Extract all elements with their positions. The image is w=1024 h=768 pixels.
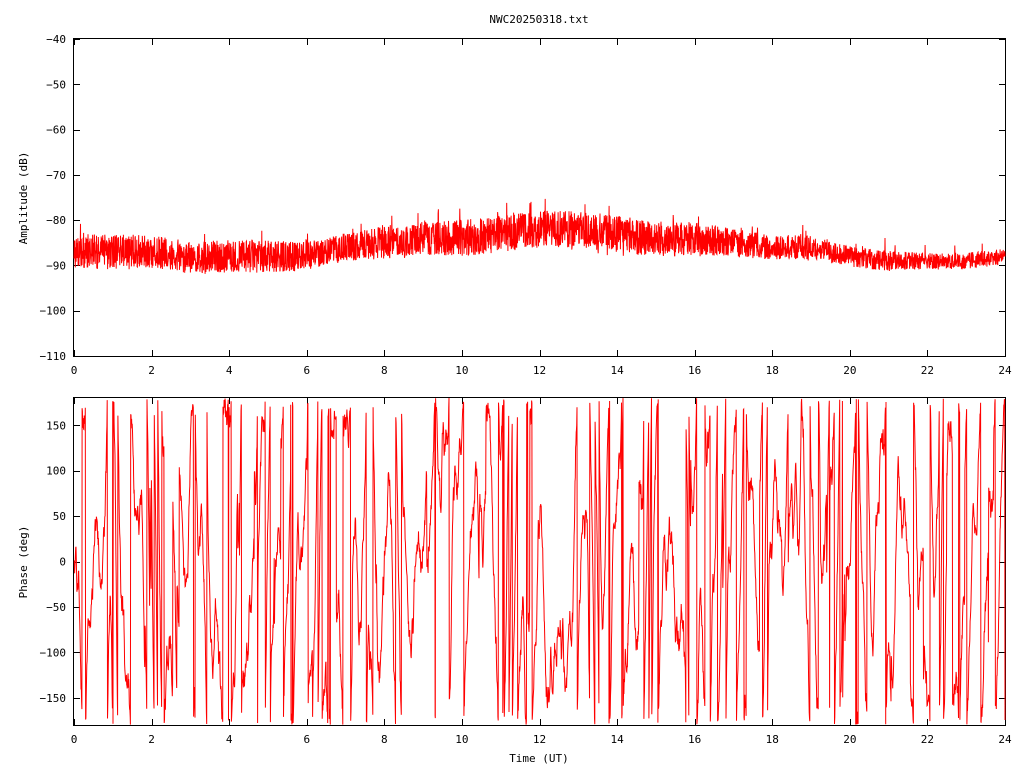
amplitude-y-tick-label: −40	[46, 33, 66, 46]
phase-x-tick-label: 10	[455, 733, 468, 746]
phase-x-tick-label: 4	[226, 733, 233, 746]
phase-y-tick-label: 100	[46, 465, 66, 478]
amplitude-y-tick-label: −80	[46, 214, 66, 227]
phase-y-tick-label: 0	[59, 556, 66, 569]
phase-x-tick-label: 2	[148, 733, 155, 746]
phase-x-axis-label: Time (UT)	[509, 752, 569, 765]
phase-x-tick-label: 6	[303, 733, 310, 746]
amplitude-x-tick-label: 24	[998, 364, 1012, 377]
amplitude-x-tick-label: 10	[455, 364, 468, 377]
phase-series-line	[73, 397, 1006, 725]
amplitude-x-tick-label: 16	[688, 364, 701, 377]
phase-trace	[73, 397, 1006, 725]
phase-y-axis-label: Phase (deg)	[17, 526, 30, 599]
amplitude-x-tick-label: 18	[766, 364, 779, 377]
amplitude-y-axis-label: Amplitude (dB)	[17, 152, 30, 245]
amplitude-x-tick-label: 0	[71, 364, 78, 377]
amplitude-x-tick-label: 12	[533, 364, 546, 377]
phase-axis-ticks: 0 2 4 6 8 10 12 14 16 18 20 22 24150100500−50−100−15…	[40, 398, 1012, 746]
amplitude-series-line	[73, 198, 1006, 274]
phase-y-tick-label: 150	[46, 419, 66, 432]
phase-y-tick-label: 50	[53, 510, 66, 523]
phase-x-tick-label: 16	[688, 733, 701, 746]
amplitude-plot-frame	[73, 38, 1006, 357]
phase-x-tick-label: 18	[766, 733, 779, 746]
amplitude-y-tick-label: −70	[46, 169, 66, 182]
amplitude-y-tick-label: −90	[46, 259, 66, 272]
phase-x-tick-label: 24	[998, 733, 1012, 746]
phase-x-tick-label: 14	[610, 733, 624, 746]
amplitude-x-tick-label: 14	[610, 364, 624, 377]
amplitude-x-tick-label: 22	[921, 364, 934, 377]
phase-panel: Phase (deg) Time (UT) 0 2 4 6 8 10 12 14 16 18 20 2…	[17, 397, 1012, 765]
phase-x-tick-label: 22	[921, 733, 934, 746]
phase-y-tick-label: −150	[40, 692, 67, 705]
phase-x-tick-label: 12	[533, 733, 546, 746]
phase-y-tick-label: −100	[40, 646, 67, 659]
amplitude-x-tick-label: 2	[148, 364, 155, 377]
phase-x-tick-label: 8	[381, 733, 388, 746]
amplitude-axis-ticks: 0 2 4 6 8 10 12 14 16 18 20 22 24−40−50−60−70−80−90−…	[40, 33, 1012, 377]
amplitude-x-tick-label: 8	[381, 364, 388, 377]
phase-plot-frame	[73, 397, 1006, 726]
phase-x-tick-label: 0	[71, 733, 78, 746]
amplitude-x-tick-label: 6	[303, 364, 310, 377]
amplitude-y-tick-label: −100	[40, 305, 67, 318]
amplitude-trace	[73, 198, 1006, 274]
amplitude-x-tick-label: 20	[843, 364, 856, 377]
amplitude-x-tick-label: 4	[226, 364, 233, 377]
amplitude-y-tick-label: −60	[46, 124, 66, 137]
amplitude-y-tick-label: −50	[46, 78, 66, 91]
phase-x-tick-label: 20	[843, 733, 856, 746]
chart-title: NWC20250318.txt	[489, 13, 588, 26]
phase-y-tick-label: −50	[46, 601, 66, 614]
amplitude-panel: Amplitude (dB) 0 2 4 6 8 10 12 14 16 18 20 22 24−40−…	[17, 33, 1012, 377]
amplitude-y-tick-label: −110	[40, 350, 67, 363]
